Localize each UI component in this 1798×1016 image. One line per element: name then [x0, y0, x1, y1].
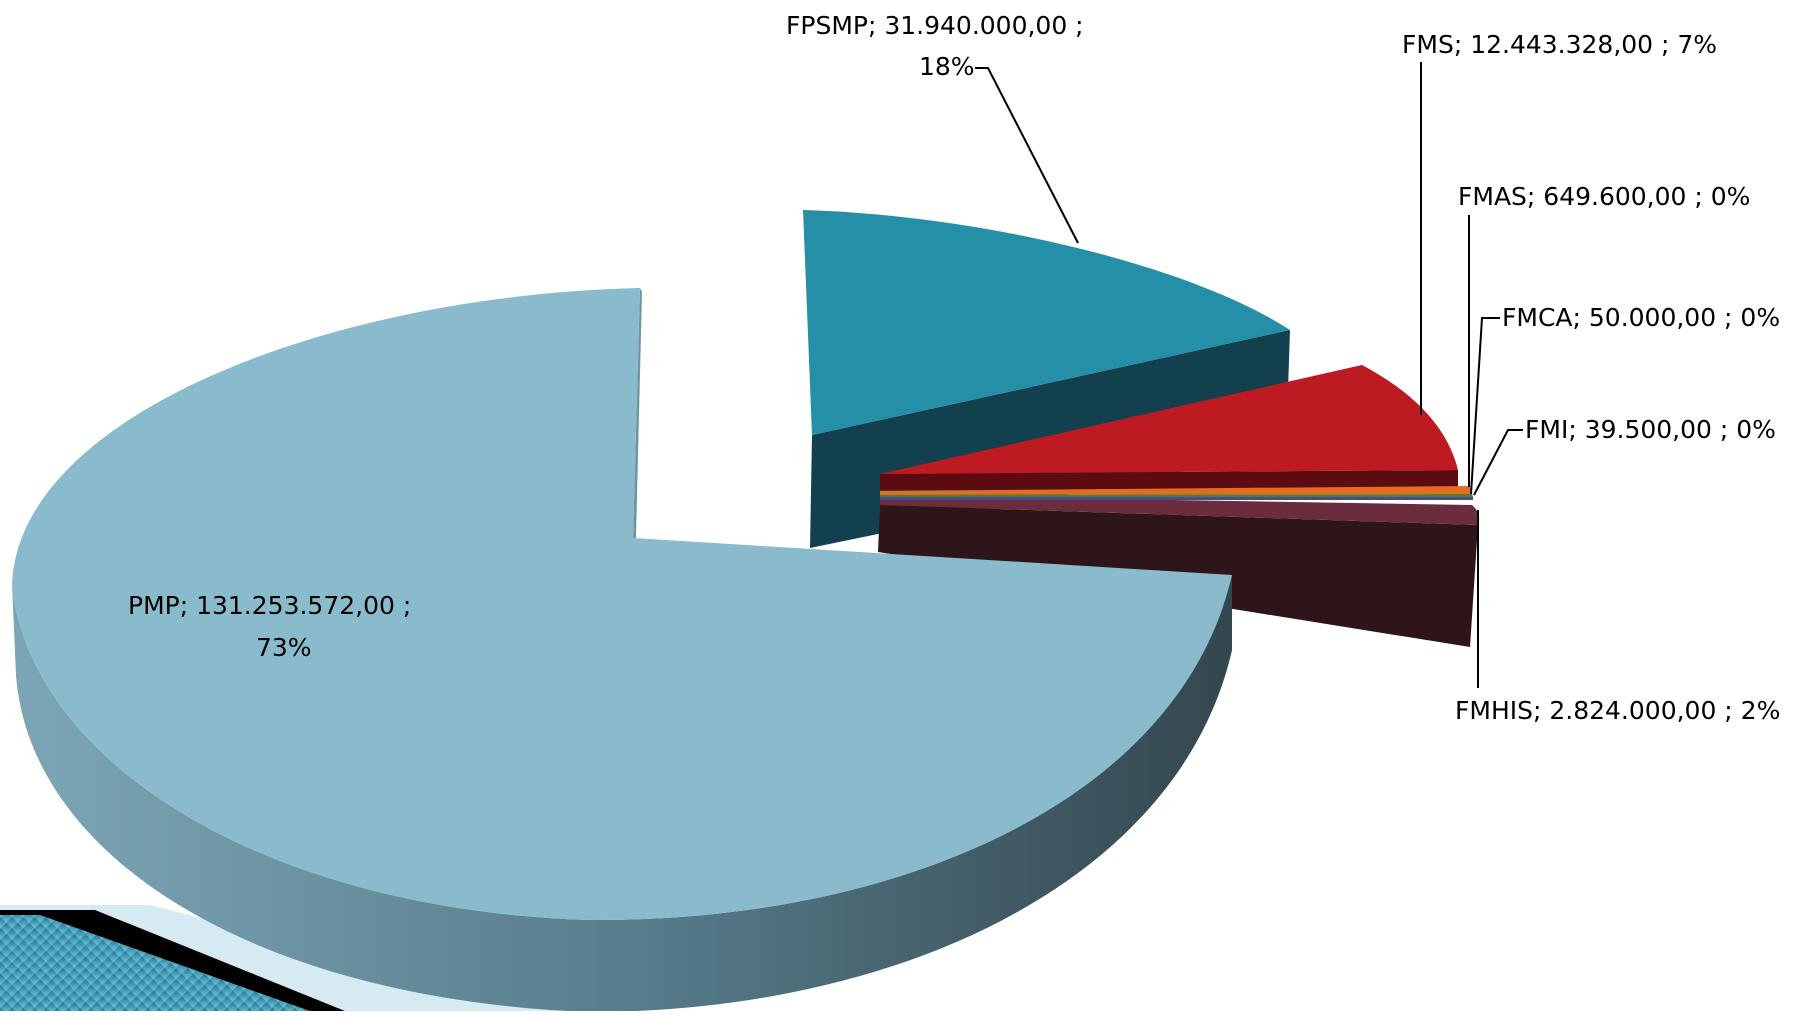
label-fpsmp-line1: FPSMP; 31.940.000,00 ;	[786, 11, 1084, 40]
data-labels: FPSMP; 31.940.000,00 ; 18% FMS; 12.443.3…	[128, 11, 1780, 725]
label-pmp-line1: PMP; 131.253.572,00 ;	[128, 591, 411, 620]
label-pmp-line2: 73%	[256, 633, 312, 662]
label-fmca: FMCA; 50.000,00 ; 0%	[1502, 303, 1780, 332]
leader-line-fmca	[1470, 317, 1500, 495]
label-fpsmp-line2: 18%	[919, 52, 975, 81]
label-fmi: FMI; 39.500,00 ; 0%	[1525, 415, 1776, 444]
slice-fmas-top	[880, 486, 1472, 495]
slice-fpsmp-top	[803, 210, 1290, 435]
slice-fmhis-top	[880, 495, 1480, 525]
slice-fmi-top	[880, 497, 1473, 500]
leader-line-fmi	[1473, 429, 1523, 496]
slice-pmp-side	[12, 575, 1232, 1012]
label-fms: FMS; 12.443.328,00 ; 7%	[1402, 30, 1717, 59]
leader-line-fpsmp	[975, 67, 1079, 244]
slice-fms-side	[880, 470, 1458, 490]
slice-pmp-top	[12, 288, 1232, 921]
slice-pmp-inner-wall	[633, 288, 642, 538]
leader-lines	[975, 62, 1523, 688]
label-fmhis: FMHIS; 2.824.000,00 ; 2%	[1455, 696, 1780, 725]
slice-fmca-top	[880, 494, 1473, 497]
slice-fms-top	[880, 365, 1458, 474]
label-fmas: FMAS; 649.600,00 ; 0%	[1458, 182, 1750, 211]
corner-striped-band	[0, 915, 310, 1011]
pie-slices	[12, 210, 1480, 1012]
